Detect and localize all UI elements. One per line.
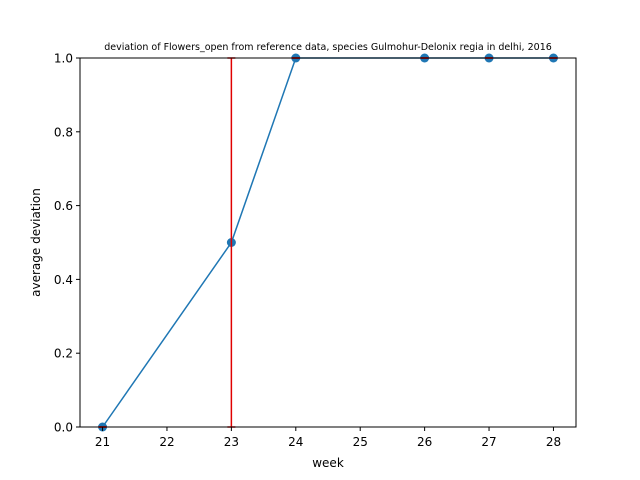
axis-ticks: 21 22 23 24 25 26 27 28 0.0 0.2 0.4 0.6 0.8 1.0 <box>54 52 561 450</box>
x-tick-label: 25 <box>353 435 368 449</box>
x-tick-label: 28 <box>546 435 561 449</box>
x-tick-label: 22 <box>159 435 174 449</box>
x-tick-label: 21 <box>95 435 110 449</box>
y-axis-label: average deviation <box>29 188 43 297</box>
y-tick-label: 0.4 <box>54 273 73 287</box>
x-tick-label: 23 <box>224 435 239 449</box>
y-tick-label: 1.0 <box>54 52 73 66</box>
x-tick-label: 24 <box>288 435 303 449</box>
chart-title: deviation of Flowers_open from reference… <box>104 42 552 53</box>
y-tick-label: 0.8 <box>54 125 73 139</box>
x-tick-label: 26 <box>417 435 432 449</box>
y-tick-label: 0.6 <box>54 199 73 213</box>
x-tick-label: 27 <box>481 435 496 449</box>
y-tick-label: 0.0 <box>54 421 73 435</box>
y-tick-label: 0.2 <box>54 347 73 361</box>
x-axis-label: week <box>312 456 344 470</box>
axes-frame <box>79 57 577 428</box>
